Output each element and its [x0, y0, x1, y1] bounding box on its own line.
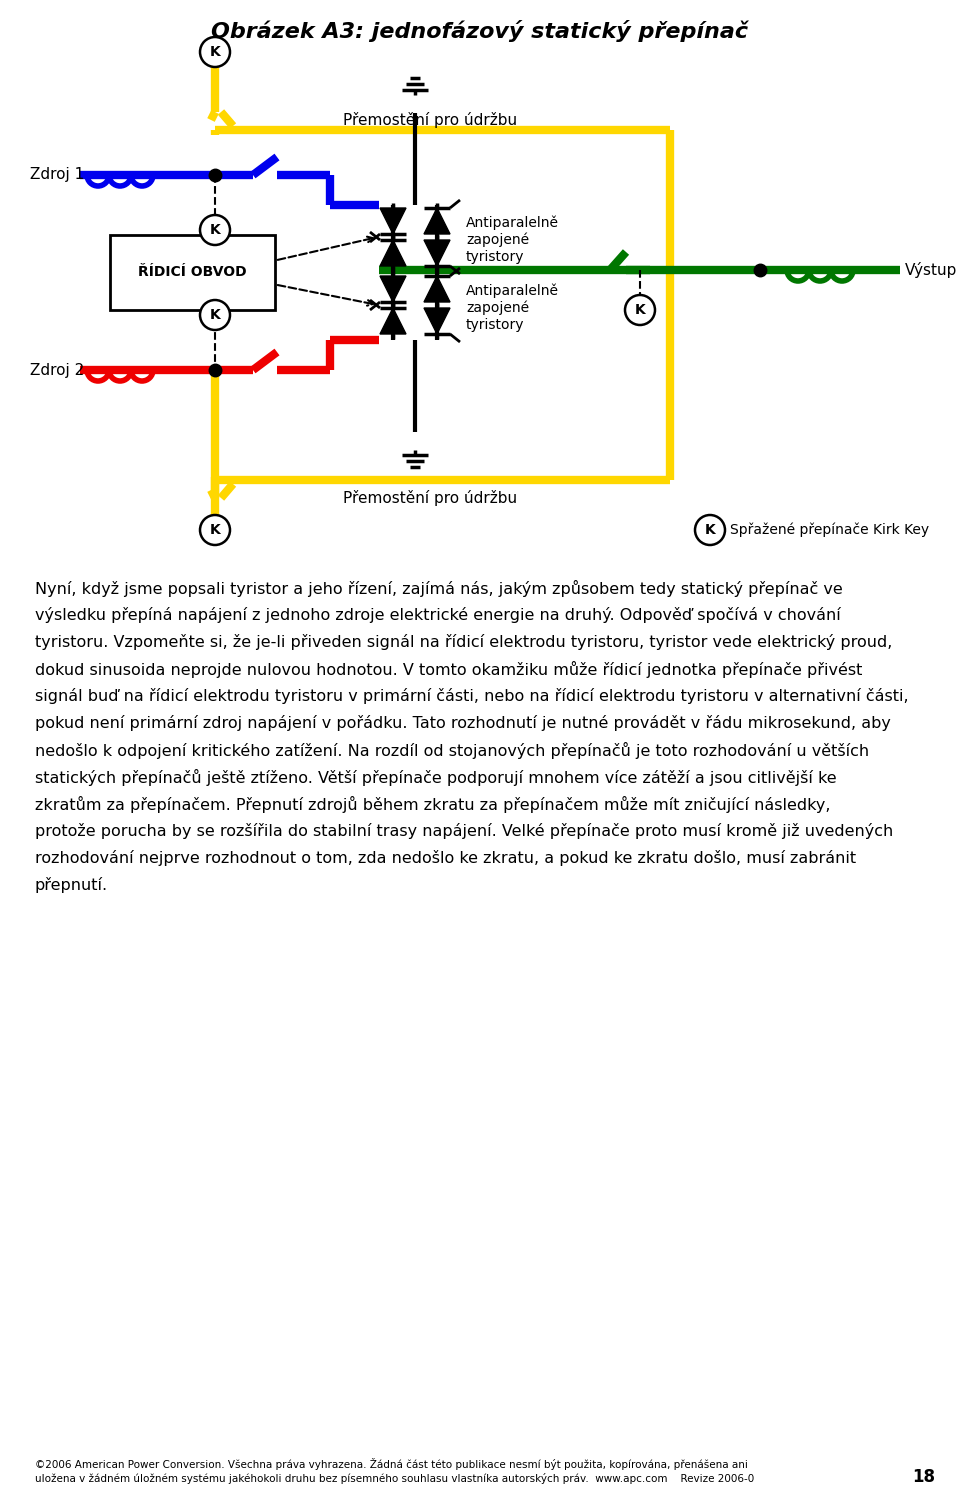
Text: Výstup: Výstup: [905, 262, 957, 278]
Text: Antiparalelně
zapojené
tyristory: Antiparalelně zapojené tyristory: [466, 216, 559, 263]
Text: K: K: [209, 308, 221, 322]
Polygon shape: [380, 308, 406, 334]
Text: statických přepínačů ještě ztíženo. Větší přepínače podporují mnohem více zátěží: statických přepínačů ještě ztíženo. Větš…: [35, 770, 836, 786]
Polygon shape: [380, 277, 406, 302]
Circle shape: [695, 516, 725, 544]
Text: tyristoru. Vzpomeňte si, že je-li přiveden signál na řídicí elektrodu tyristoru,: tyristoru. Vzpomeňte si, že je-li přived…: [35, 634, 893, 650]
Text: zkratům za přepínačem. Přepnutí zdrojů během zkratu za přepínačem může mít zniču: zkratům za přepínačem. Přepnutí zdrojů b…: [35, 795, 830, 813]
Text: K: K: [635, 302, 645, 318]
Text: rozhodování nejprve rozhodnout o tom, zda nedošlo ke zkratu, a pokud ke zkratu d: rozhodování nejprve rozhodnout o tom, zd…: [35, 850, 856, 866]
Text: signál buď na řídicí elektrodu tyristoru v primární části, nebo na řídicí elektr: signál buď na řídicí elektrodu tyristoru…: [35, 688, 908, 705]
Polygon shape: [424, 277, 450, 302]
Text: Zdroj 1: Zdroj 1: [30, 168, 84, 183]
Text: protože porucha by se rozšířila do stabilní trasy napájení. Velké přepínače prot: protože porucha by se rozšířila do stabi…: [35, 823, 893, 839]
Circle shape: [200, 36, 230, 67]
Text: dokud sinusoida neprojde nulovou hodnotou. V tomto okamžiku může řídicí jednotka: dokud sinusoida neprojde nulovou hodnoto…: [35, 661, 862, 677]
Circle shape: [200, 516, 230, 544]
Text: Přemostění pro údržbu: Přemostění pro údržbu: [343, 490, 517, 507]
Polygon shape: [424, 240, 450, 266]
Text: K: K: [209, 523, 221, 537]
Text: Zdroj 2: Zdroj 2: [30, 363, 84, 378]
Text: K: K: [705, 523, 715, 537]
Text: výsledku přepíná napájení z jednoho zdroje elektrické energie na druhý. Odpověď : výsledku přepíná napájení z jednoho zdro…: [35, 606, 841, 623]
Text: Antiparalelně
zapojené
tyristory: Antiparalelně zapojené tyristory: [466, 284, 559, 331]
Text: Přemostění pro údržbu: Přemostění pro údržbu: [343, 112, 517, 129]
Text: Obrázek A3: jednofázový statický přepínač: Obrázek A3: jednofázový statický přepína…: [211, 20, 749, 42]
Text: 18: 18: [912, 1468, 935, 1486]
Circle shape: [200, 299, 230, 330]
Circle shape: [200, 215, 230, 245]
Text: K: K: [209, 45, 221, 59]
Polygon shape: [424, 308, 450, 334]
Circle shape: [625, 295, 655, 325]
Bar: [110, 234, 275, 310]
Text: uložena v žádném úložném systému jakéhokoli druhu bez písemného souhlasu vlastní: uložena v žádném úložném systému jakéhok…: [35, 1473, 755, 1483]
Polygon shape: [380, 240, 406, 266]
Text: pokud není primární zdroj napájení v pořádku. Tato rozhodnutí je nutné provádět : pokud není primární zdroj napájení v poř…: [35, 715, 891, 730]
Text: ŘÍDICÍ OBVOD: ŘÍDICÍ OBVOD: [138, 266, 247, 280]
Text: K: K: [209, 222, 221, 237]
Text: Spřažené přepínače Kirk Key: Spřažené přepínače Kirk Key: [730, 523, 929, 537]
Text: nedošlo k odpojení kritického zatížení. Na rozdíl od stojanových přepínačů je to: nedošlo k odpojení kritického zatížení. …: [35, 742, 869, 759]
Polygon shape: [424, 209, 450, 234]
Text: přepnutí.: přepnutí.: [35, 877, 108, 894]
Text: Nyní, když jsme popsali tyristor a jeho řízení, zajímá nás, jakým způsobem tedy : Nyní, když jsme popsali tyristor a jeho …: [35, 581, 843, 597]
Polygon shape: [380, 209, 406, 234]
Text: ©2006 American Power Conversion. Všechna práva vyhrazena. Žádná část této publik: ©2006 American Power Conversion. Všechna…: [35, 1458, 748, 1470]
